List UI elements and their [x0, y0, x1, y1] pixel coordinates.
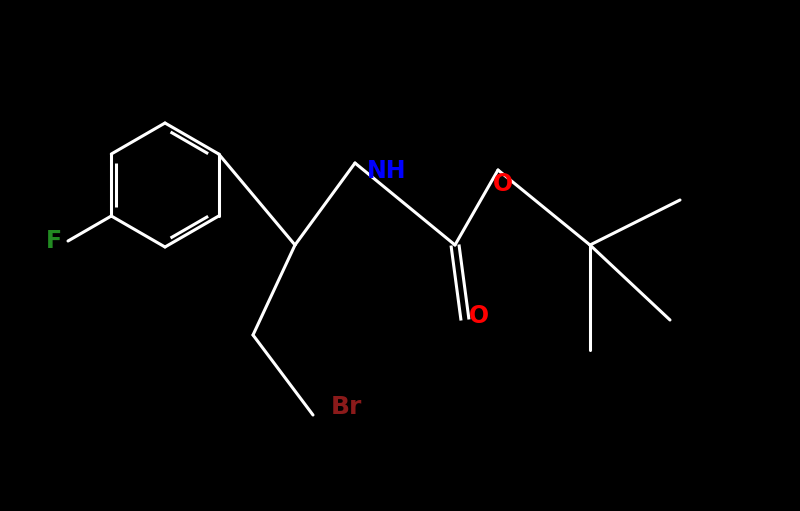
Text: F: F [46, 229, 62, 253]
Text: O: O [493, 172, 513, 196]
Text: NH: NH [367, 159, 406, 183]
Text: O: O [469, 304, 489, 328]
Text: Br: Br [331, 395, 362, 419]
